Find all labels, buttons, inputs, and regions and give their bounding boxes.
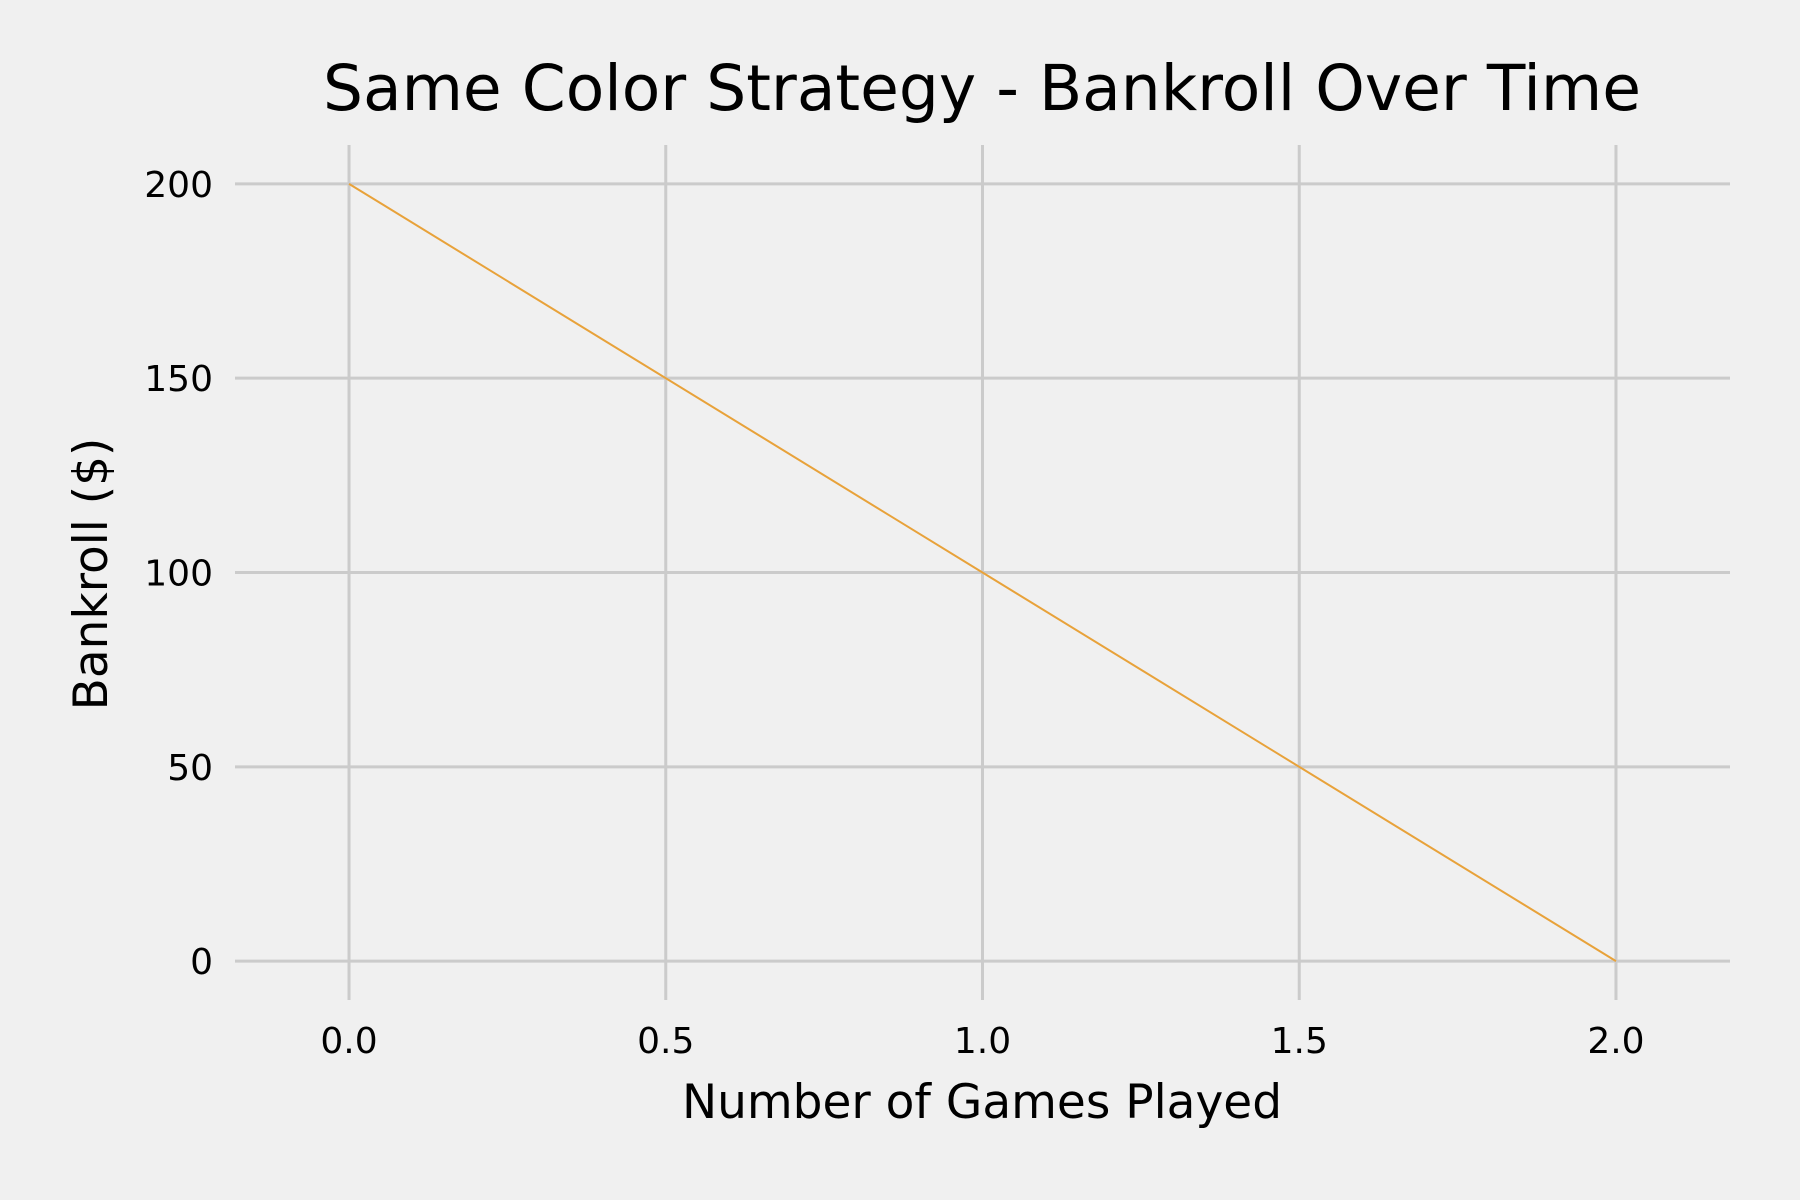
y-tick-label: 150	[144, 359, 213, 400]
x-axis-label: Number of Games Played	[682, 1075, 1282, 1130]
y-axis-label: Bankroll ($)	[64, 438, 119, 711]
x-tick-label: 1.0	[954, 1021, 1011, 1062]
x-tick-label: 2.0	[1587, 1021, 1644, 1062]
y-tick-label: 200	[144, 165, 213, 206]
grid	[235, 145, 1730, 1000]
series-line	[348, 183, 1617, 962]
y-tick-label: 50	[167, 748, 213, 789]
y-tick-label: 0	[190, 942, 213, 983]
x-tick-label: 0.5	[637, 1021, 694, 1062]
x-tick-label: 0.0	[320, 1021, 377, 1062]
series-layer	[348, 183, 1617, 962]
y-tick-label: 100	[144, 554, 213, 595]
x-tick-labels: 0.0 0.5 1.0 1.5 2.0	[320, 1021, 1644, 1062]
x-tick-label: 1.5	[1271, 1021, 1328, 1062]
y-tick-labels: 0 50 100 150 200	[144, 165, 213, 983]
chart-title: Same Color Strategy - Bankroll Over Time	[323, 52, 1641, 125]
